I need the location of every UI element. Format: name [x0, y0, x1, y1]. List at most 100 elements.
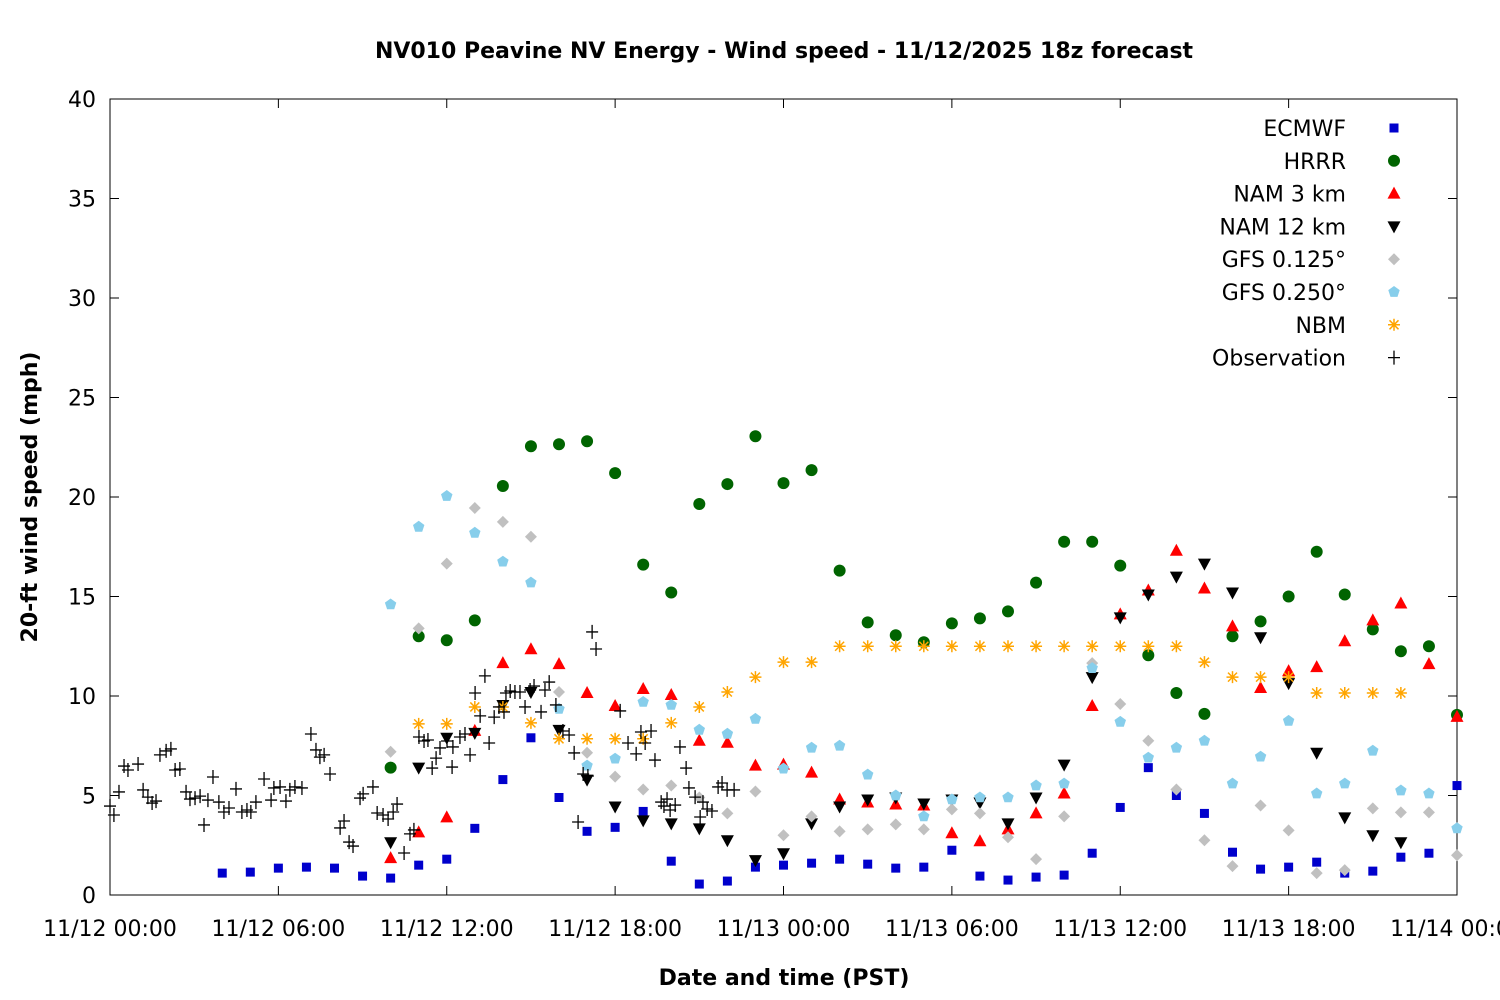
nam-3-km-point [1338, 634, 1352, 647]
y-tick-label: 35 [68, 188, 96, 213]
gfs-0-250-point [721, 727, 734, 739]
series-hrrr [384, 430, 1463, 774]
gfs-0-250-point [974, 791, 986, 803]
gfs-0-250-point [1367, 744, 1379, 756]
gfs-0-125-point [917, 823, 930, 836]
gfs-0-125-point [833, 825, 846, 838]
ecmwf-point [1143, 763, 1153, 773]
observation-point [469, 686, 482, 701]
x-tick-label: 11/13 00:00 [717, 917, 851, 942]
observation-point [535, 704, 548, 719]
hrrr-point [1226, 630, 1239, 643]
observation-point [446, 739, 459, 754]
hrrr-point [440, 634, 453, 647]
observation-point [657, 799, 670, 814]
nbm-point [1114, 640, 1127, 653]
hrrr-point [1366, 623, 1379, 636]
hrrr-point [1030, 576, 1043, 589]
hrrr-point [973, 612, 986, 625]
observation-point [160, 743, 173, 758]
x-tick-label: 11/12 00:00 [43, 917, 177, 942]
hrrr-point [1394, 645, 1407, 658]
hrrr-point [721, 478, 734, 491]
observation-point [453, 729, 466, 744]
gfs-0-250-point [581, 759, 593, 771]
observation-point [669, 798, 682, 813]
legend-label-hrrr: HRRR [1284, 150, 1346, 175]
observation-point [434, 740, 447, 755]
observation-point [173, 762, 186, 777]
observation-point [694, 809, 707, 824]
x-tick-label: 11/13 12:00 [1053, 917, 1187, 942]
observation-point [183, 792, 196, 807]
nbm-point [581, 732, 594, 745]
hrrr-point [889, 629, 902, 642]
observation-point [581, 768, 594, 783]
observation-point [169, 763, 182, 778]
gfs-0-125-point [1394, 806, 1407, 819]
hrrr-point [496, 480, 509, 493]
gfs-0-125-point [1114, 697, 1127, 710]
observation-point [217, 805, 230, 820]
hrrr-point [1198, 707, 1211, 720]
observation-point [382, 811, 395, 826]
nam-3-km-point [580, 686, 594, 699]
hrrr-point [524, 440, 537, 453]
gfs-0-125-point [637, 783, 650, 796]
y-tick-label: 15 [68, 586, 96, 611]
nam-12-km-point [1197, 558, 1211, 571]
ecmwf-point [638, 806, 648, 816]
ecmwf-point [722, 876, 732, 886]
observation-point [194, 789, 207, 804]
hrrr-point [637, 558, 650, 571]
observation-point [357, 786, 370, 801]
gfs-0-125-point [609, 770, 622, 783]
nam-3-km-point [1394, 596, 1408, 609]
ecmwf-point [863, 859, 873, 869]
gfs-0-250-point [1114, 715, 1126, 727]
y-tick-label: 20 [68, 486, 96, 511]
nam-12-km-point [805, 818, 819, 831]
observation-point [680, 761, 693, 776]
hrrr-point [1002, 605, 1014, 618]
observation-point [265, 793, 278, 808]
hrrr-point [468, 614, 481, 627]
hrrr-point [777, 477, 790, 490]
observation-point [398, 846, 411, 861]
hrrr-point [749, 430, 762, 443]
gfs-0-250-point [1226, 777, 1239, 789]
gfs-0-125-point [973, 807, 986, 820]
observation-point [464, 747, 477, 762]
ecmwf-point [1368, 866, 1378, 876]
gfs-0-125-point [553, 686, 565, 699]
hrrr-point [553, 438, 565, 451]
nam-3-km-point [440, 810, 454, 823]
nbm-point [1030, 640, 1043, 653]
series-gfs-0-250 [384, 490, 1463, 834]
hrrr-point [861, 616, 874, 629]
ecmwf-point [694, 879, 704, 889]
series-nbm [412, 640, 1407, 745]
x-tick-label: 11/13 06:00 [885, 917, 1019, 942]
hrrr-point [1170, 687, 1183, 700]
hrrr-point [1310, 545, 1323, 558]
ecmwf-point [1228, 847, 1237, 857]
ecmwf-point [975, 871, 985, 881]
legend-marker-nam-12-km [1387, 221, 1401, 234]
nam-3-km-point [1422, 657, 1436, 670]
observation-point [137, 782, 150, 797]
nam-12-km-point [1169, 571, 1183, 584]
hrrr-point [1422, 640, 1435, 653]
nam-12-km-point [1113, 612, 1127, 625]
observation-point [528, 679, 541, 694]
gfs-0-250-point [862, 768, 874, 780]
gfs-0-250-point [1311, 787, 1323, 799]
observation-point [412, 729, 425, 744]
nam-3-km-point [552, 657, 566, 670]
ecmwf-point [1284, 862, 1294, 872]
observation-point [318, 747, 331, 762]
gfs-0-125-point [1142, 734, 1155, 747]
x-tick-label: 11/14 00:00 [1390, 917, 1500, 942]
observation-point [288, 779, 301, 794]
nbm-point [1394, 687, 1407, 700]
